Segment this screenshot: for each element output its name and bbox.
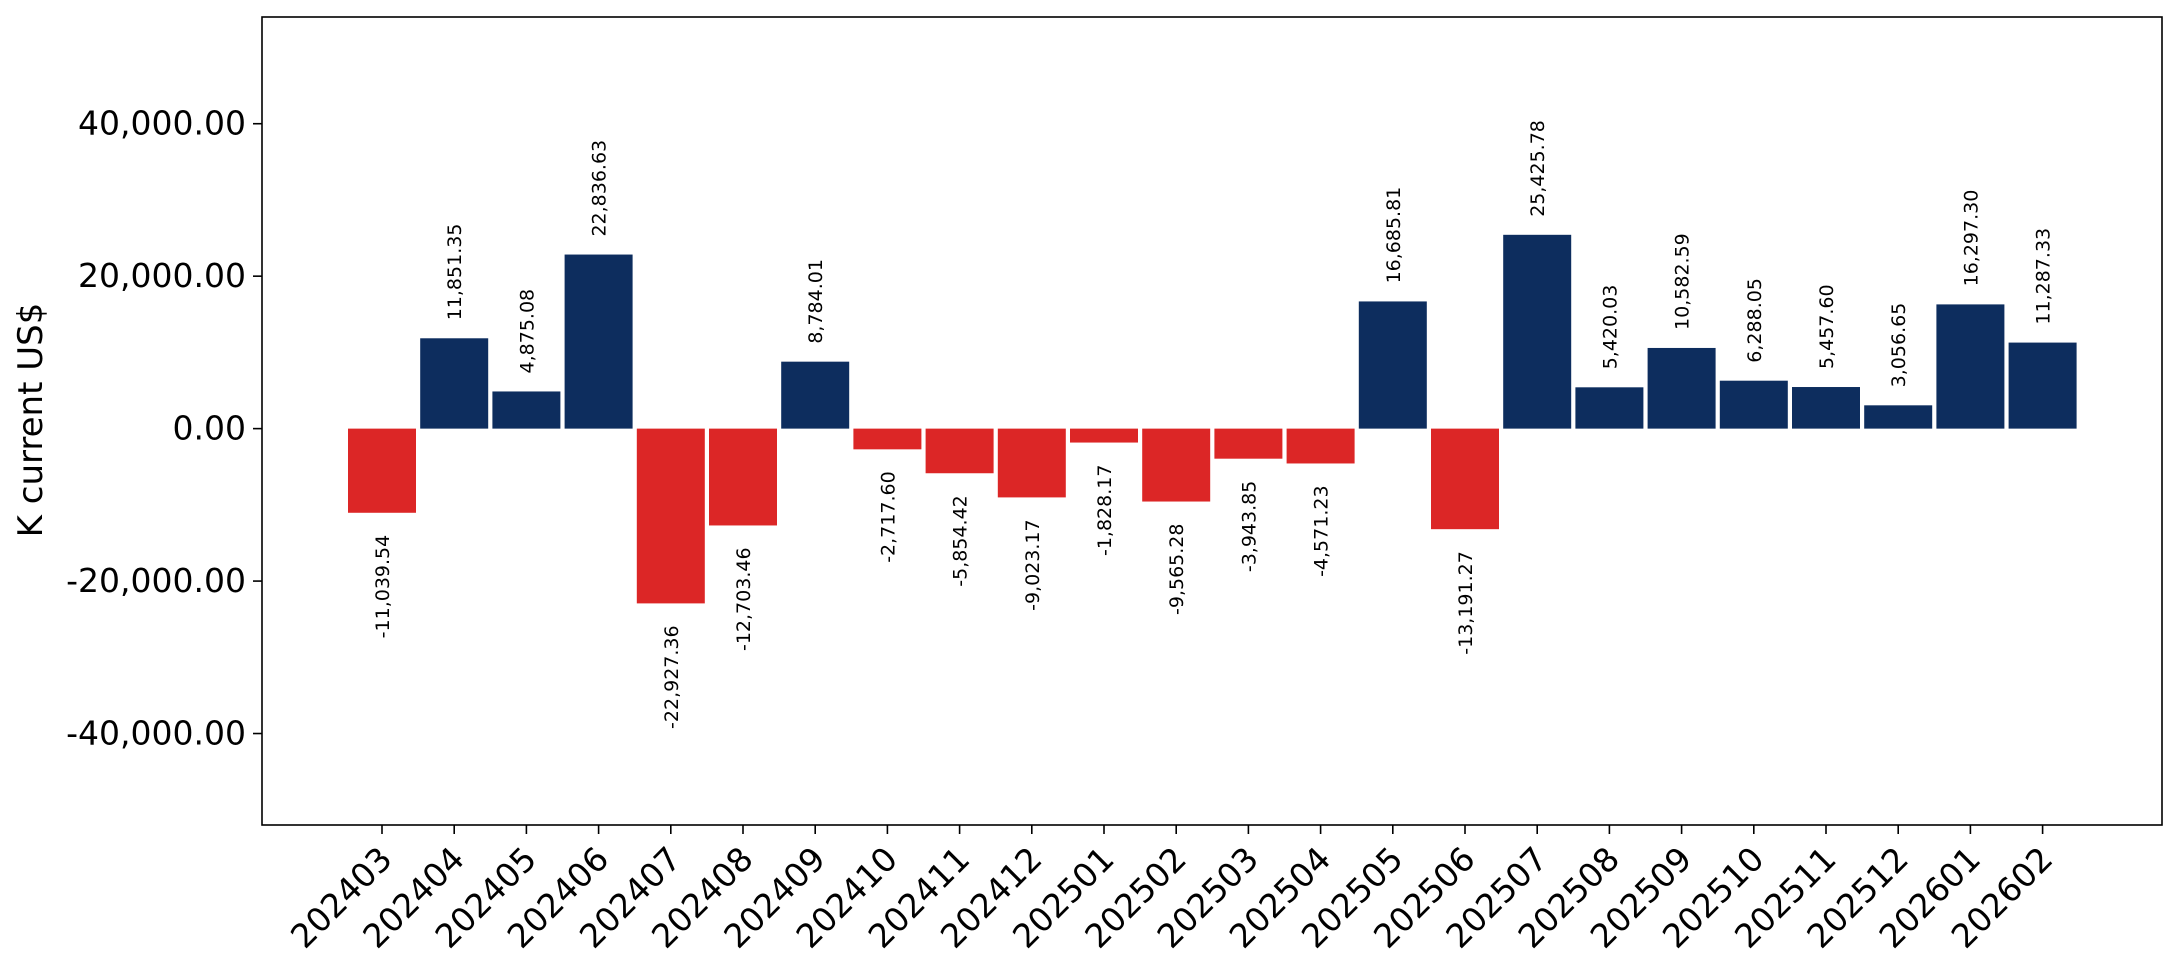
data-label: -9,023.17: [1022, 519, 1044, 610]
bar: [420, 338, 489, 429]
data-label: -5,854.42: [950, 495, 972, 586]
data-label: -1,828.17: [1094, 465, 1116, 556]
data-label: -3,943.85: [1238, 481, 1260, 572]
bar: [709, 428, 777, 526]
y-axis: -40,000.00 -20,000.00 0.00 20,000.00 40,000.…: [66, 104, 262, 753]
bar: [2008, 342, 2077, 429]
x-axis: 2024032024042024052024062024072024082024…: [283, 825, 2060, 956]
data-label: 10,582.59: [1672, 233, 1694, 330]
bar: [997, 428, 1066, 498]
bar: [636, 428, 705, 604]
data-label: 16,685.81: [1383, 187, 1405, 284]
data-label: 16,297.30: [1960, 190, 1982, 287]
bar: [925, 428, 994, 474]
bar: [853, 428, 922, 450]
y-tick-label: -40,000.00: [66, 714, 246, 753]
bar: [1864, 405, 1933, 429]
y-tick-label: 0.00: [173, 409, 246, 448]
y-axis-label: K current US$: [11, 303, 51, 538]
data-label: -11,039.54: [372, 535, 394, 639]
data-label: 6,288.05: [1744, 278, 1766, 363]
data-label: 3,056.65: [1888, 303, 1910, 388]
y-tick-label: -20,000.00: [66, 561, 246, 600]
bar: [1070, 428, 1138, 443]
bar: [1503, 234, 1572, 429]
bar: [1575, 387, 1644, 429]
bars-group: -11,039.54 11,851.35 4,875.08 22,836.63 -22,…: [348, 120, 2077, 729]
bar: [1719, 380, 1788, 429]
data-label: 11,851.35: [444, 224, 466, 321]
bar: [1647, 347, 1716, 429]
data-label: -12,703.46: [733, 547, 755, 651]
data-label: -13,191.27: [1455, 551, 1477, 655]
bar: [781, 361, 850, 429]
data-label: 11,287.33: [2033, 228, 2055, 325]
data-label: 5,457.60: [1816, 284, 1838, 369]
plot-frame: [261, 16, 2163, 826]
bar: [492, 391, 561, 429]
bar: [564, 254, 633, 429]
data-label: -9,565.28: [1166, 524, 1188, 615]
data-label: 25,425.78: [1527, 120, 1549, 217]
bar: [1792, 387, 1860, 429]
bar: [1936, 304, 2005, 429]
data-label: -4,571.23: [1311, 485, 1333, 576]
bar: [348, 428, 416, 513]
data-label: 5,420.03: [1599, 285, 1621, 370]
bar: [1214, 428, 1283, 459]
data-label: 8,784.01: [805, 259, 827, 344]
y-tick-label: 20,000.00: [78, 256, 246, 295]
bar: [1142, 428, 1211, 502]
data-label: 4,875.08: [516, 289, 538, 374]
bar: [1286, 428, 1355, 464]
data-label: -2,717.60: [877, 471, 899, 562]
y-tick-label: 40,000.00: [78, 104, 246, 143]
bar: [1358, 301, 1427, 429]
data-label: 22,836.63: [589, 140, 611, 237]
data-label: -22,927.36: [661, 625, 683, 729]
bar: [1431, 428, 1499, 530]
